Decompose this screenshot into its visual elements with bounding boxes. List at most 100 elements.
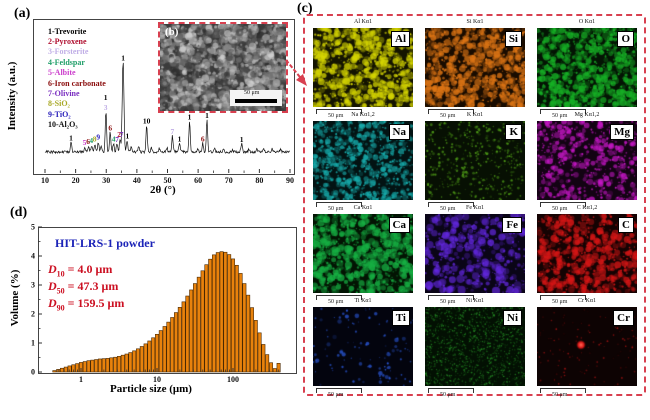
xrd-legend-item: 3-Forsterite [48,47,89,57]
d-subscript: 90 [56,303,65,313]
xrd-legend-item: 7-Olivine [48,88,80,98]
xrd-peak-label: 7 [115,135,119,144]
psd-y-tick-label: 3 [31,280,35,290]
psd-bar [166,321,171,373]
xrd-peak-label: 4 [112,134,116,143]
xrd-x-tick-label: 10 [41,176,49,185]
eds-symbol-badge: Fe [502,217,522,233]
psd-bar [234,264,239,373]
psd-bar [185,295,190,373]
psd-bar [120,354,125,373]
psd-bar [231,258,235,373]
eds-scalebar-label: 50 μm [328,299,344,305]
xrd-x-tick-label: 60 [194,176,203,185]
eds-dashed-border [303,14,646,396]
eds-map-ti: Ti [313,307,413,386]
eds-scalebar [316,202,362,207]
eds-scalebar [316,295,362,300]
psd-bar [132,350,137,373]
psd-d-value: D90 = 159.5 μm [48,296,124,312]
panel-a-tag: (a) [14,6,31,21]
psd-d-value: D10 = 4.0 μm [48,262,112,278]
eds-scalebar [540,109,586,114]
eds-scalebar [540,388,586,393]
psd-bar [158,330,163,373]
eds-kline-label: C Kα1,2 [576,205,598,211]
d-value-text: = 4.0 μm [64,262,113,276]
psd-bar [212,254,216,373]
psd-bar [208,258,213,373]
d-value-text: = 47.3 μm [64,279,119,293]
psd-bar [60,367,64,373]
xrd-peak-label: 1 [104,93,108,102]
eds-map-mg: Mg [537,121,637,200]
d-subscript: 50 [56,286,65,296]
eds-scalebar-label: 50 μm [552,206,568,212]
panel-b-tag: (b) [165,26,179,38]
psd-y-tick-label: 5 [31,222,35,232]
psd-bar [170,317,175,373]
psd-bar [128,352,133,373]
eds-symbol-badge: Ti [391,310,410,326]
xrd-peak-label: 1 [126,132,130,141]
eds-map-o: O [537,28,637,107]
psd-bar [113,356,118,373]
d-symbol: D [48,279,57,293]
psd-bar [257,332,262,373]
psd-bar [181,301,186,373]
d-symbol: D [48,262,57,276]
xrd-peak-label: 4 [89,136,93,145]
psd-bar [82,361,87,373]
xrd-peak-label: 7 [171,127,175,136]
psd-y-tick-label: 2 [31,309,35,319]
eds-kline-label: Al Kα1 [354,19,372,25]
xrd-peak-label: 1 [178,134,182,143]
eds-kline-label: Ni Kα1 [466,298,484,304]
eds-kline-label: Ca Kα1 [353,205,373,211]
sem-scalebar-box: 50 μm [230,90,282,106]
xrd-peak-label: 6 [201,134,205,143]
xrd-peak-label: 1 [188,113,192,122]
eds-kline-label: O Kα1 [578,19,596,25]
psd-bar [238,273,243,373]
eds-symbol-badge: O [617,31,634,47]
xrd-legend-item: 1-Trevorite [48,26,87,36]
psd-bar [52,370,57,373]
psd-x-tick-label: 10 [153,375,161,384]
psd-sample-title: HIT-LRS-1 powder [55,236,155,250]
eds-symbol-badge: Ca [388,217,410,233]
psd-bar [189,289,194,373]
eds-scalebar-label: 50 μm [440,392,456,398]
eds-symbol-badge: Mg [610,124,634,140]
eds-scalebar-label: 50 μm [552,299,568,305]
xrd-x-tick-label: 70 [224,176,233,185]
xrd-peak-label: 1 [205,111,209,120]
eds-scalebar-label: 50 μm [440,113,456,119]
eds-scalebar [428,388,474,393]
psd-y-axis-label: Volume (%) [9,269,21,327]
eds-map-k: K [425,121,525,200]
psd-bar [265,354,270,373]
eds-kline-label: Na Kα1,2 [351,112,375,118]
psd-bar [86,360,91,373]
psd-bar [98,358,102,373]
xrd-legend-item: 6-Iron carbonate [48,78,106,88]
xrd-x-tick-label: 40 [132,176,141,185]
psd-bar [109,357,114,373]
xrd-peak-label: 7 [120,130,124,139]
xrd-peak-label: 1 [240,135,244,144]
eds-scalebar-label: 50 μm [440,206,456,212]
xrd-legend-item: 9-TiO₂ [48,109,71,119]
psd-bar [94,359,99,373]
eds-map-ca: Ca [313,214,413,293]
eds-scalebar [428,295,474,300]
xrd-peak-label: 1 [69,133,73,142]
psd-bar [227,254,232,373]
psd-bar [204,264,209,373]
eds-map-c: C [537,214,637,293]
xrd-legend-item: 5-Albite [48,68,76,78]
psd-bar [117,356,121,373]
eds-kline-label: Fe Kα1 [466,205,484,211]
